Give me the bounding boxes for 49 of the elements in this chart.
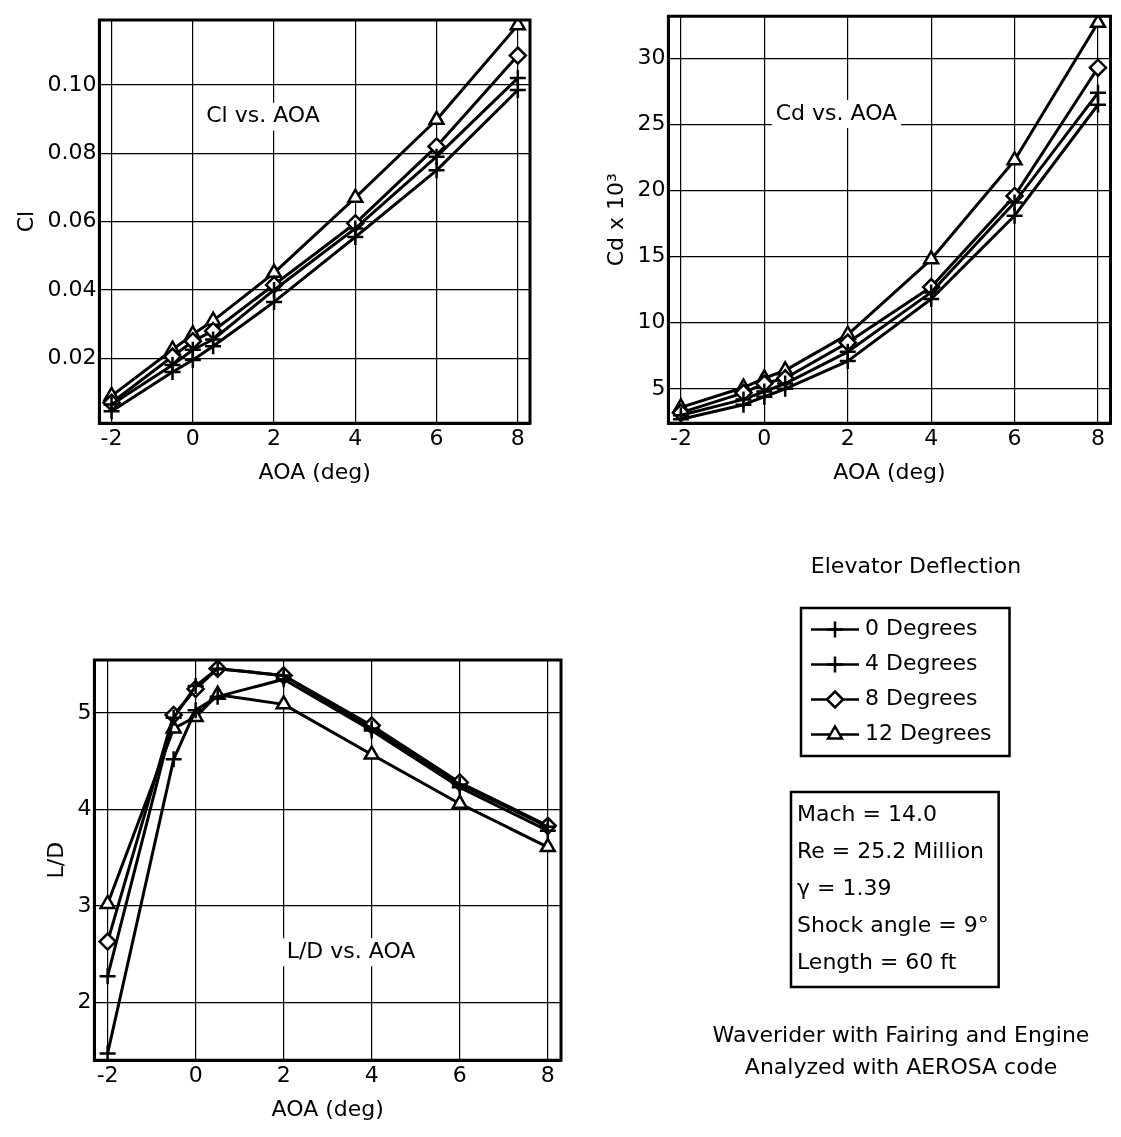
- y-tick-label: 20: [637, 176, 666, 202]
- x-tick-label: 8: [510, 425, 525, 451]
- legend-label: 4 Degrees: [865, 650, 978, 676]
- y-tick-label: 0.04: [47, 275, 97, 301]
- x-tick-label: 0: [757, 425, 772, 451]
- x-axis-title: AOA (deg): [258, 458, 371, 484]
- y-tick-label: 0.06: [47, 207, 97, 233]
- x-tick-label: -2: [96, 1062, 119, 1088]
- y-tick-label: 30: [637, 44, 666, 70]
- x-tick-label: 4: [924, 425, 939, 451]
- x-tick-label: 6: [1007, 425, 1022, 451]
- x-tick-label: 6: [452, 1062, 467, 1088]
- x-tick-label: 4: [348, 425, 363, 451]
- text: Cd vs. AOA: [775, 99, 898, 125]
- legend-label: 8 Degrees: [865, 685, 978, 711]
- text: Mach = 14.0 Re = 25.2 Million γ = 1.39 Shock angle = 9° Length = 60 ft: [797, 801, 989, 975]
- x-tick-label: 0: [188, 1062, 203, 1088]
- x-tick-label: -2: [669, 425, 692, 451]
- legend-label: 0 Degrees: [865, 615, 978, 641]
- y-tick-label: 10: [637, 308, 666, 334]
- x-axis-title: AOA (deg): [833, 458, 946, 484]
- y-tick-label: 0.08: [47, 138, 97, 164]
- x-tick-label: -2: [100, 425, 123, 451]
- x-tick-label: 2: [267, 425, 282, 451]
- x-tick-label: 4: [364, 1062, 379, 1088]
- y-tick-label: 4: [77, 795, 92, 821]
- x-axis-title: AOA (deg): [271, 1095, 384, 1121]
- y-tick-label: 2: [77, 988, 92, 1014]
- text: L/D vs. AOA: [286, 937, 416, 963]
- y-tick-label: 25: [637, 110, 666, 136]
- text: Cl vs. AOA: [206, 102, 320, 128]
- y-tick-label: 15: [637, 242, 666, 268]
- x-tick-label: 2: [276, 1062, 291, 1088]
- x-tick-label: 8: [1090, 425, 1105, 451]
- x-tick-label: 2: [840, 425, 855, 451]
- y-tick-label: 0.02: [47, 344, 97, 369]
- text: Waverider with Fairing and Engine Analyzed with AEROSA code: [712, 1021, 1090, 1079]
- y-tick-label: 5: [77, 698, 92, 724]
- y-axis-title: Cd x 10³: [602, 173, 628, 267]
- x-tick-label: 0: [185, 425, 200, 451]
- y-tick-label: 0.10: [47, 70, 97, 96]
- y-tick-label: 5: [651, 374, 666, 400]
- legend-title: Elevator Deflection: [810, 552, 1022, 578]
- y-axis-title: Cl: [12, 210, 38, 233]
- y-tick-label: 3: [77, 891, 92, 917]
- x-tick-label: 8: [540, 1062, 555, 1088]
- x-tick-label: 6: [429, 425, 444, 451]
- y-axis-title: L/D: [42, 841, 68, 879]
- legend-label: 12 Degrees: [865, 720, 992, 746]
